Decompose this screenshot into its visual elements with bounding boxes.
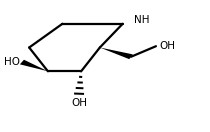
Polygon shape — [20, 60, 48, 71]
Text: OH: OH — [159, 41, 175, 51]
Text: OH: OH — [71, 98, 87, 108]
Text: NH: NH — [134, 15, 150, 25]
Polygon shape — [100, 48, 133, 59]
Text: HO: HO — [4, 57, 20, 67]
